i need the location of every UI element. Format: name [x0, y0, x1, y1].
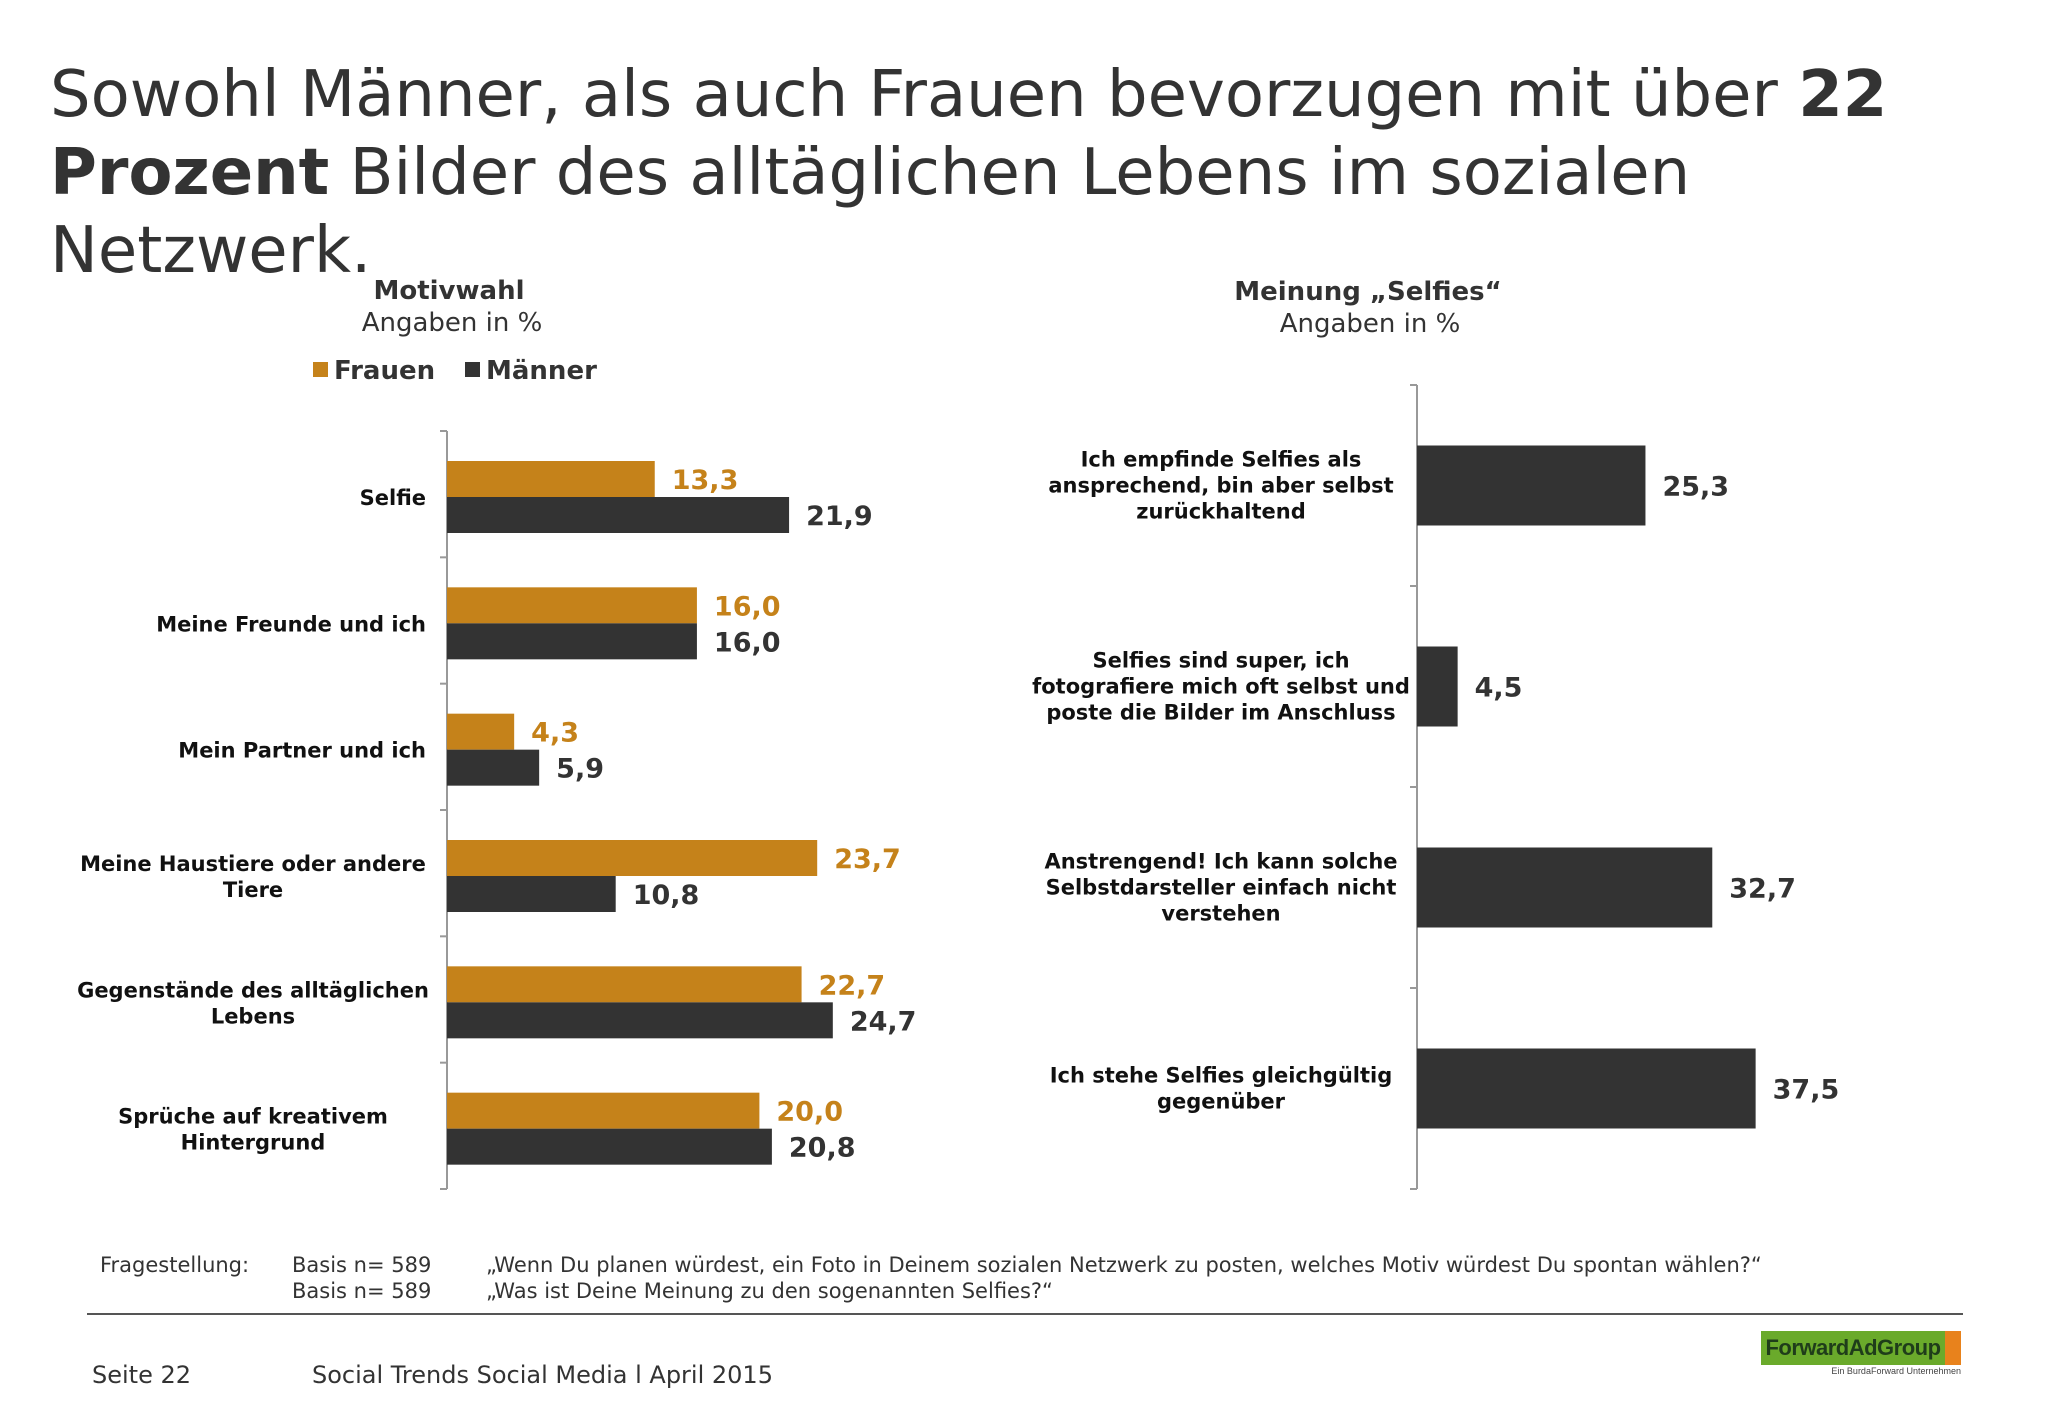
- basis-1: Basis n= 589: [292, 1253, 432, 1277]
- bar-männer: [447, 749, 540, 786]
- question-label: Fragestellung:: [100, 1253, 250, 1277]
- category-label: Selfie: [360, 486, 426, 510]
- category-label: gegenüber: [1157, 1090, 1286, 1114]
- data-label-männer: 10,8: [633, 880, 700, 911]
- bar: [1417, 1048, 1756, 1129]
- category-label: ansprechend, bin aber selbst: [1048, 474, 1393, 498]
- bar-frauen: [447, 966, 802, 1003]
- chart-title: Meinung „Selfies“: [1234, 277, 1501, 307]
- category-label: Tiere: [223, 878, 283, 902]
- basis-2: Basis n= 589: [292, 1279, 432, 1303]
- footer-divider: [87, 1313, 1963, 1315]
- bar: [1417, 445, 1646, 526]
- question-2: „Was ist Deine Meinung zu den sogenannte…: [486, 1279, 1053, 1303]
- data-label-frauen: 13,3: [672, 465, 739, 496]
- bar-frauen: [447, 1092, 760, 1129]
- category-label: verstehen: [1161, 902, 1280, 926]
- data-label-männer: 24,7: [850, 1006, 917, 1037]
- chart-meinung-selfies: Meinung „Selfies“Angaben in % 25,3 Ich emp…: [1032, 277, 1840, 1190]
- data-label-männer: 20,8: [789, 1133, 856, 1164]
- category-label: fotografiere mich oft selbst und: [1032, 675, 1410, 699]
- data-label-männer: 5,9: [556, 754, 604, 785]
- data-label-frauen: 23,7: [834, 844, 901, 875]
- data-label: 32,7: [1729, 874, 1796, 905]
- bar-frauen: [447, 840, 818, 876]
- data-label: 4,5: [1475, 673, 1523, 704]
- category-label: Selbstdarsteller einfach nicht: [1046, 876, 1397, 900]
- bar-männer: [447, 1002, 833, 1039]
- category-label: Selfies sind super, ich: [1092, 649, 1349, 673]
- category-label: Ich empfinde Selfies als: [1081, 448, 1362, 472]
- category-label: Anstrengend! Ich kann solche: [1044, 850, 1397, 874]
- category-label: Ich stehe Selfies gleichgültig: [1050, 1064, 1393, 1088]
- legend-swatch-frauen: [313, 362, 328, 377]
- page-number: Seite 22: [92, 1361, 192, 1389]
- bar-frauen: [447, 713, 515, 750]
- category-label: Gegenstände des alltäglichen: [77, 978, 429, 1002]
- category-label: Hintergrund: [181, 1131, 326, 1155]
- legend-label-männer: Männer: [486, 356, 597, 386]
- bar-männer: [447, 876, 616, 912]
- chart-subtitle: Angaben in %: [362, 308, 543, 338]
- bar: [1417, 847, 1713, 928]
- bar: [1417, 646, 1458, 727]
- data-label-männer: 16,0: [714, 627, 781, 658]
- bar-frauen: [447, 461, 655, 497]
- bar-männer: [447, 1128, 772, 1165]
- data-label: 37,5: [1773, 1075, 1840, 1106]
- forwardadgroup-logo: ForwardAdGroup: [1761, 1331, 1961, 1365]
- data-label-frauen: 22,7: [819, 970, 886, 1001]
- bar-männer: [447, 497, 790, 533]
- data-label-frauen: 16,0: [714, 591, 781, 622]
- page-title: Sowohl Männer, als auch Frauen bevorzuge…: [50, 58, 1888, 288]
- chart-subtitle: Angaben in %: [1280, 309, 1461, 339]
- category-label: Meine Haustiere oder andere: [80, 852, 426, 876]
- bar-frauen: [447, 587, 697, 624]
- logo-subline: Ein BurdaForward Unternehmen: [1831, 1366, 1961, 1376]
- data-label: 25,3: [1662, 472, 1729, 503]
- category-label: Meine Freunde und ich: [156, 612, 426, 636]
- data-label-frauen: 4,3: [531, 718, 579, 749]
- report-title: Social Trends Social Media l April 2015: [312, 1361, 773, 1389]
- category-label: Mein Partner und ich: [178, 739, 426, 763]
- category-label: Lebens: [211, 1004, 295, 1028]
- bar-männer: [447, 623, 697, 660]
- legend-label-frauen: Frauen: [334, 356, 435, 386]
- chart-title: Motivwahl: [373, 276, 524, 306]
- data-label-frauen: 20,0: [776, 1097, 843, 1128]
- category-label: Sprüche auf kreativem: [118, 1105, 388, 1129]
- category-label: zurückhaltend: [1136, 500, 1305, 524]
- question-1: „Wenn Du planen würdest, ein Foto in Dei…: [486, 1253, 1762, 1277]
- legend-swatch-männer: [465, 362, 480, 377]
- category-label: poste die Bilder im Anschluss: [1046, 701, 1395, 725]
- data-label-männer: 21,9: [806, 501, 873, 532]
